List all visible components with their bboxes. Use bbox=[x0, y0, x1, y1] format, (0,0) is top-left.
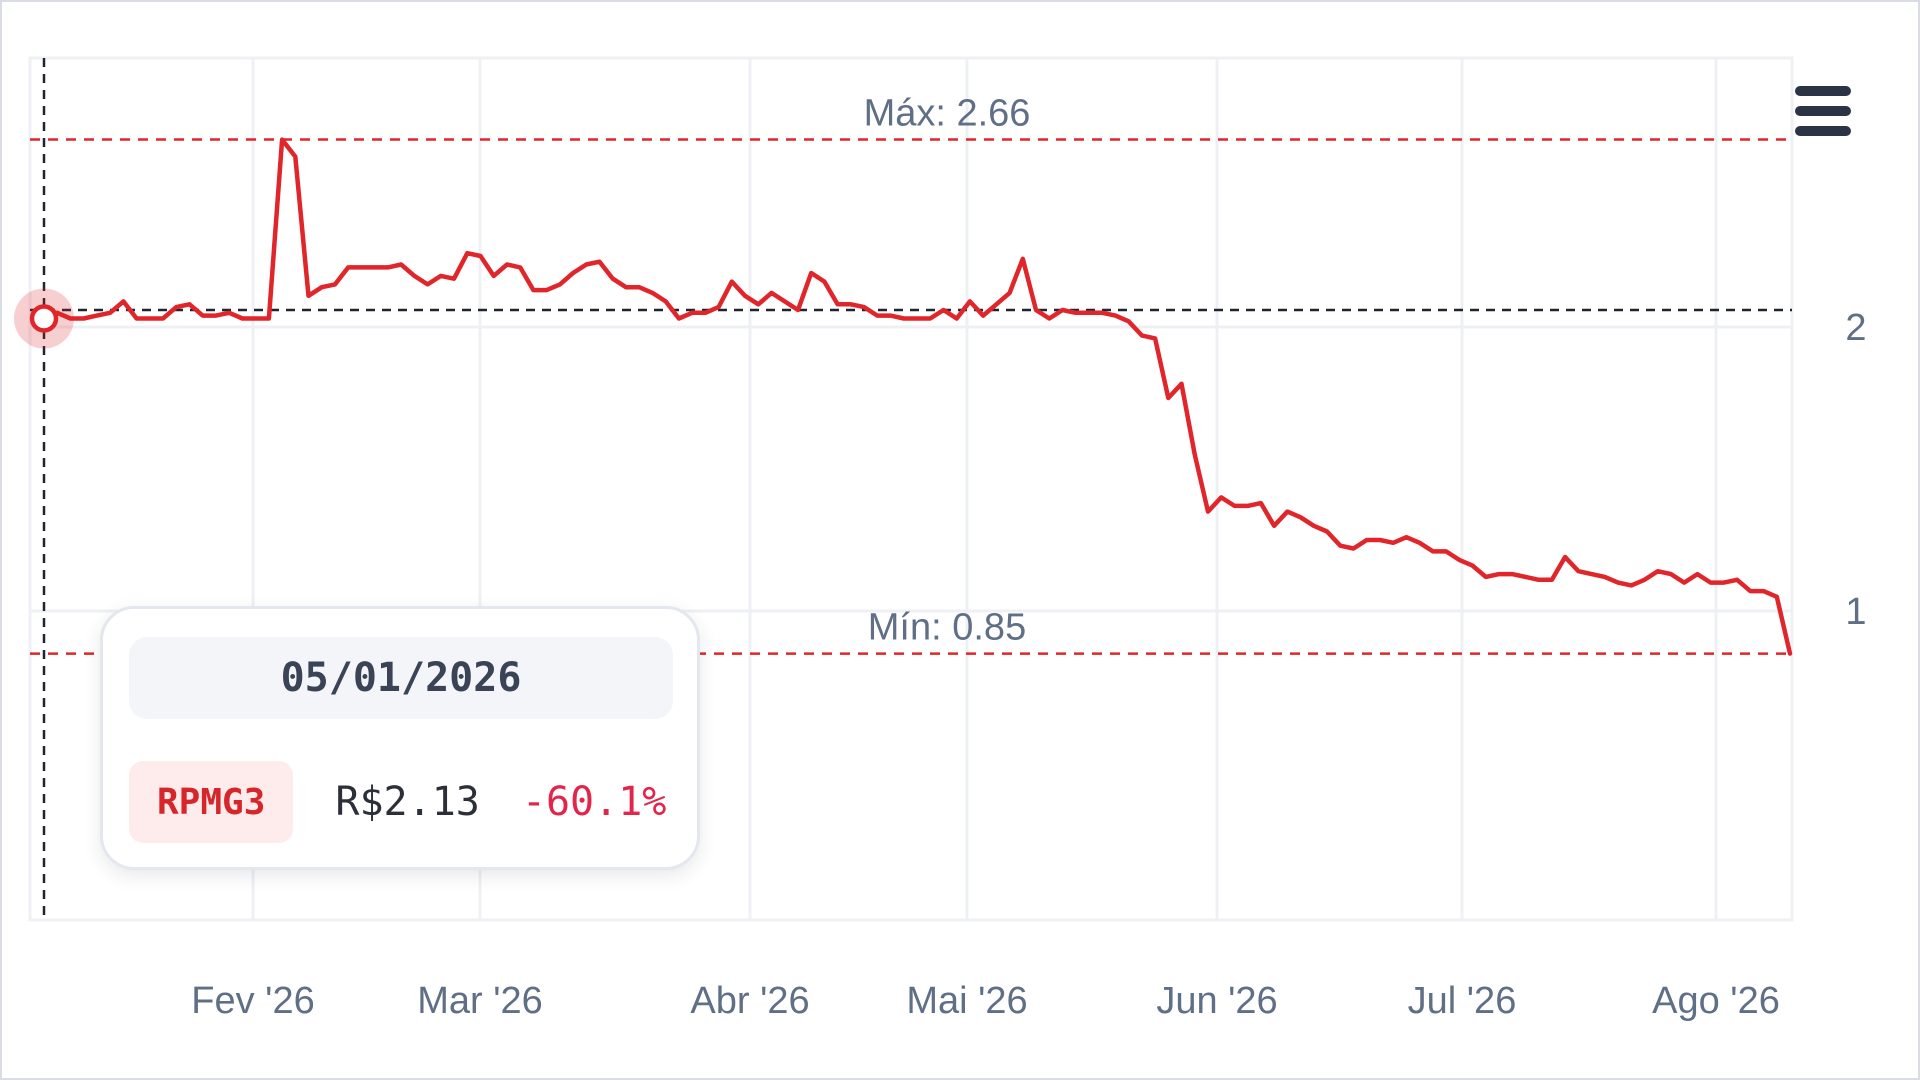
tooltip-price: R$2.13 bbox=[335, 779, 480, 825]
hamburger-menu-icon-bar bbox=[1795, 106, 1851, 116]
price-tooltip: 05/01/2026 RPMG3 R$2.13 -60.1% bbox=[100, 606, 700, 870]
x-tick-label: Mai '26 bbox=[906, 980, 1027, 1022]
max-reference-label: Máx: 2.66 bbox=[864, 93, 1031, 135]
y-tick-label: 2 bbox=[1845, 307, 1866, 349]
chart-menu-button[interactable] bbox=[1792, 86, 1856, 142]
plot-area bbox=[28, 56, 1794, 922]
hamburger-menu-icon bbox=[1795, 86, 1851, 96]
price-series-line bbox=[41, 137, 1793, 656]
x-tick-label: Ago '26 bbox=[1652, 980, 1780, 1022]
hamburger-menu-icon-bar bbox=[1795, 126, 1851, 136]
x-tick-label: Abr '26 bbox=[690, 980, 809, 1022]
tooltip-date-box: 05/01/2026 bbox=[129, 637, 673, 719]
x-tick-label: Fev '26 bbox=[191, 980, 314, 1022]
hover-marker-point bbox=[29, 304, 59, 333]
tooltip-change: -60.1% bbox=[521, 779, 667, 825]
min-reference-label: Mín: 0.85 bbox=[868, 607, 1026, 649]
x-tick-label: Mar '26 bbox=[417, 980, 543, 1022]
y-tick-label: 1 bbox=[1845, 591, 1866, 633]
x-tick-label: Jun '26 bbox=[1156, 980, 1277, 1022]
ticker-badge: RPMG3 bbox=[129, 761, 294, 843]
tooltip-date: 05/01/2026 bbox=[280, 655, 522, 701]
x-tick-label: Jul '26 bbox=[1408, 980, 1517, 1022]
tooltip-value-row: RPMG3 R$2.13 -60.1% bbox=[129, 761, 666, 843]
